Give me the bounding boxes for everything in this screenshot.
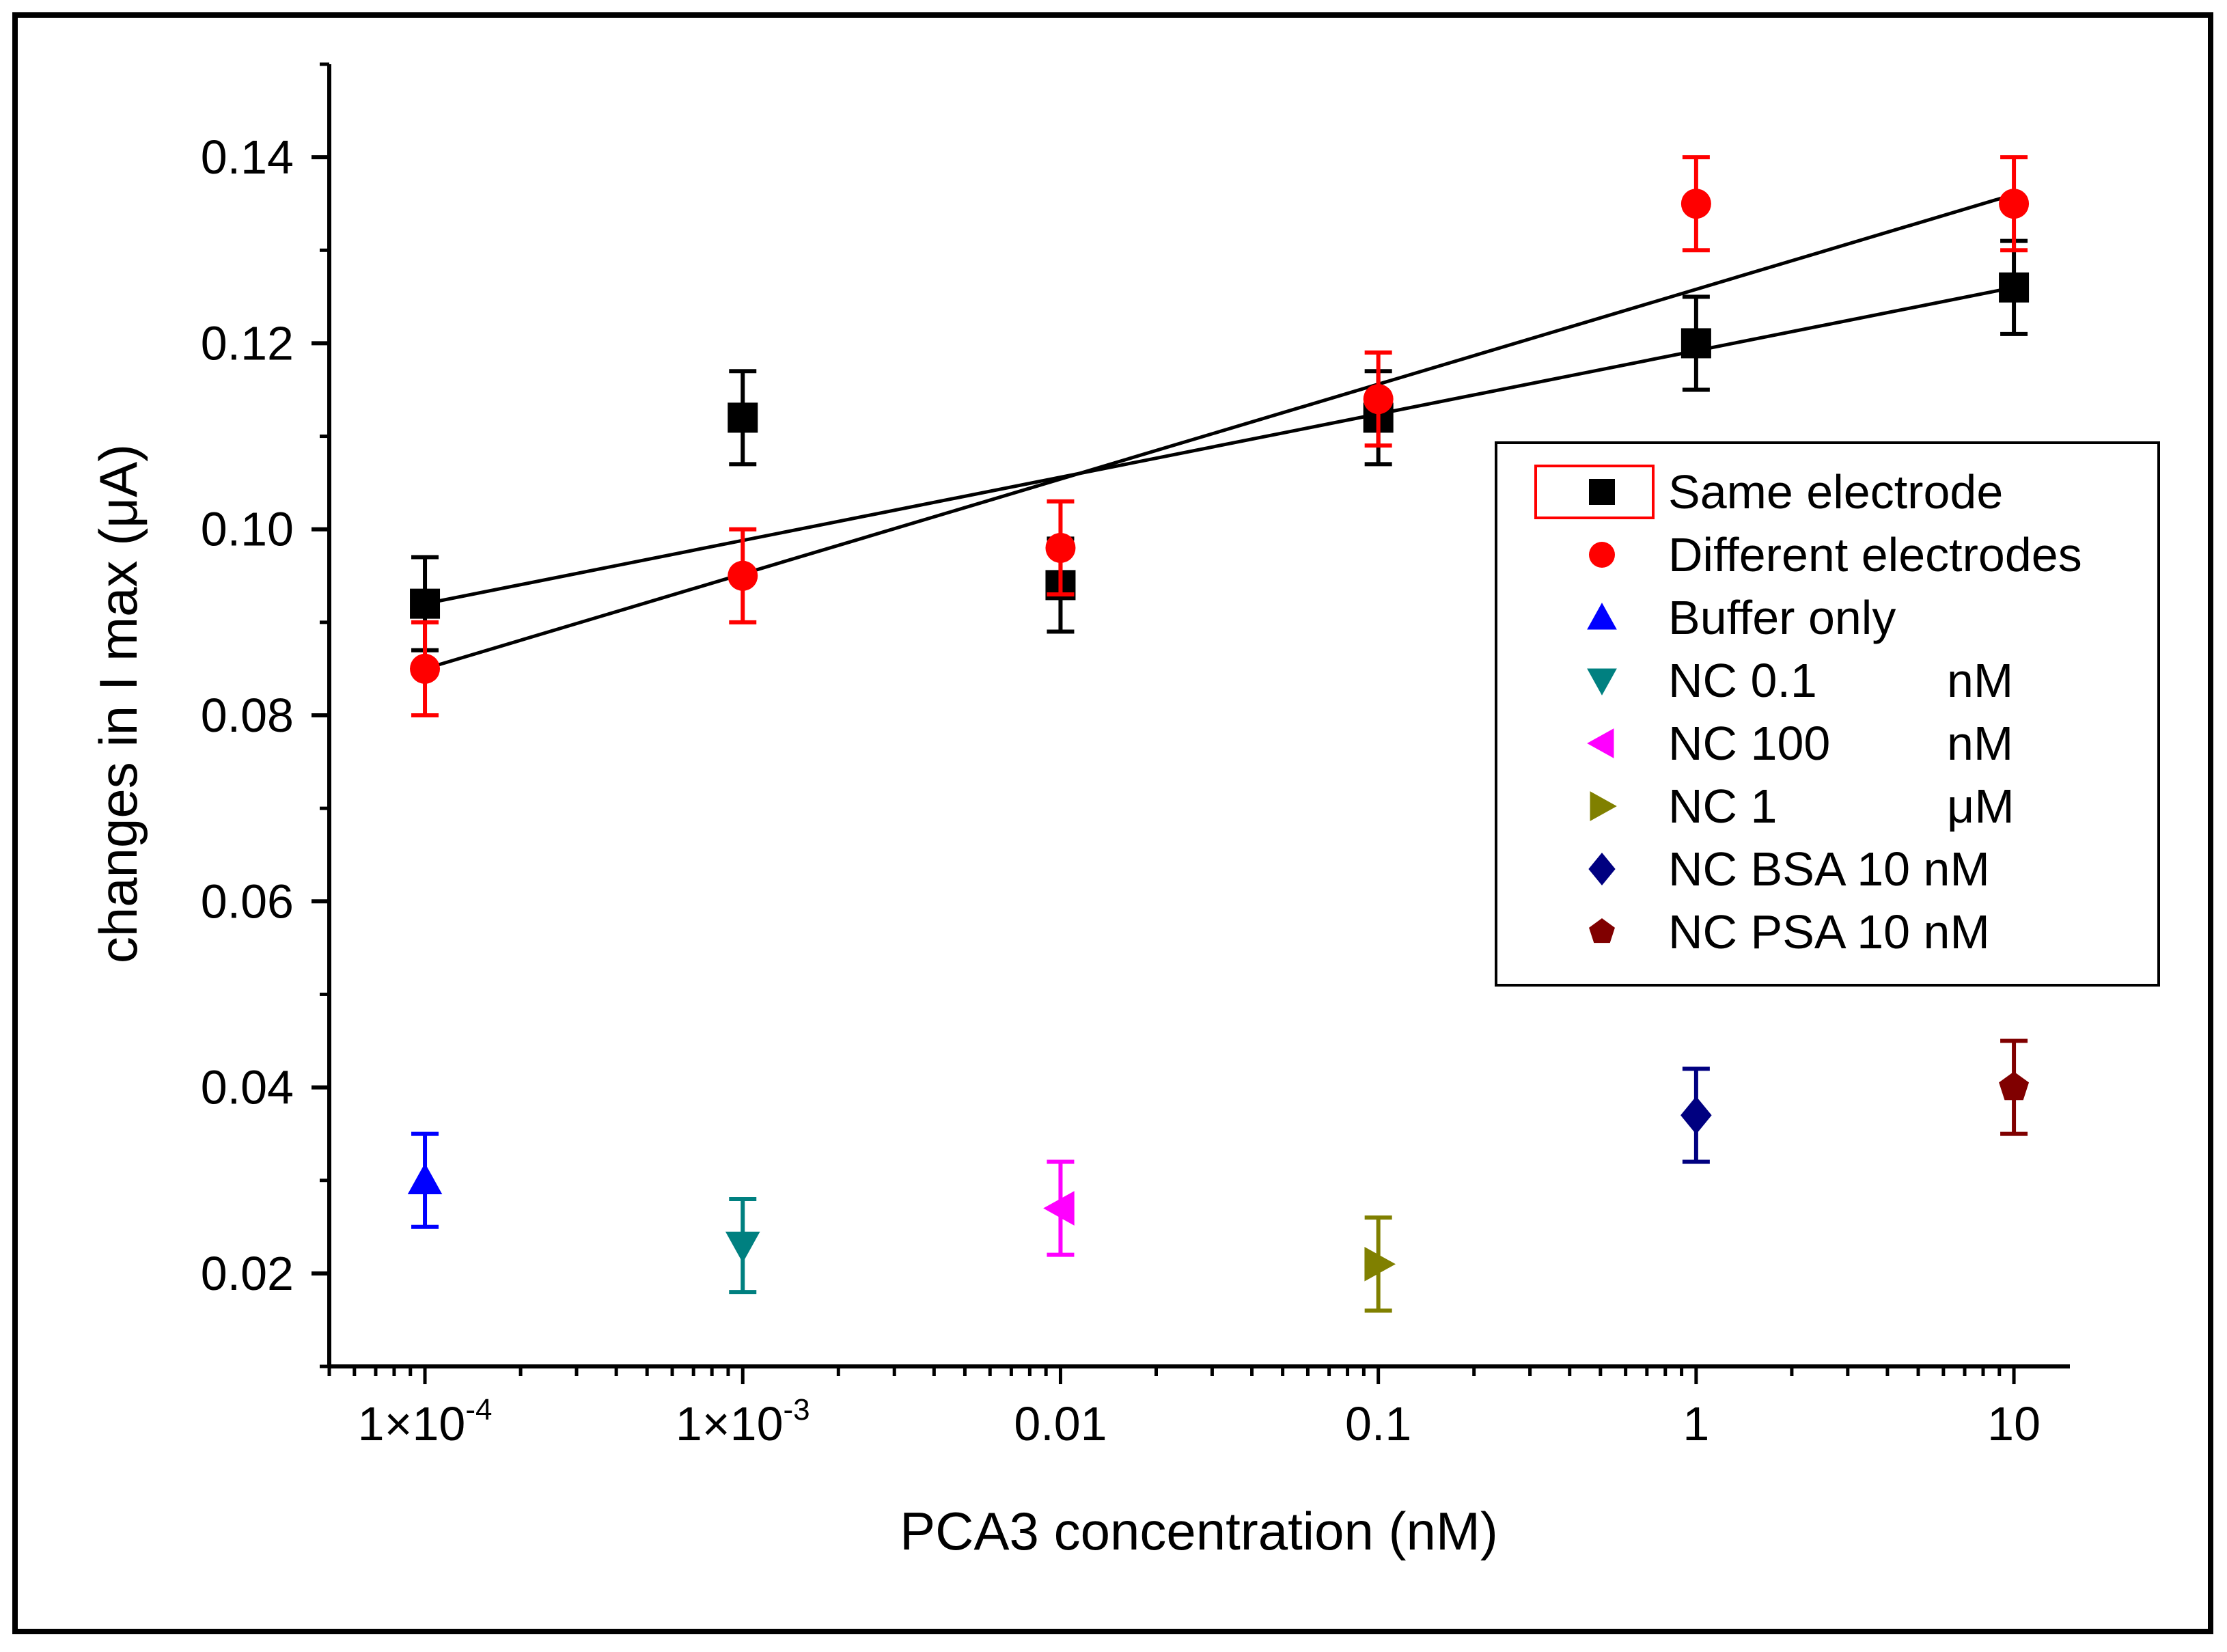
y-tick-label: 0.12 [201,316,294,370]
data-point [1680,328,1711,359]
data-point [1043,1191,1075,1226]
legend-symbol [1587,728,1614,758]
legend-symbol [1588,852,1616,886]
data-point [1999,189,2030,219]
legend: Same electrode Different electrodes Buffer… [1495,441,2160,987]
data-point [410,588,441,619]
data-point [728,402,758,433]
legend-symbol [1587,603,1617,630]
x-tick-label: 1 [1683,1397,1709,1450]
legend-label: NC PSA 10 nM [1668,905,1990,959]
x-tick-base: 10 [1987,1397,2041,1450]
x-tick-base: 1 [1683,1397,1709,1450]
legend-symbol [1589,542,1615,568]
y-ticks: 0.02 0.04 0.06 0.08 0.10 0.12 0.14 [201,62,329,1368]
x-tick-base: 1×10 [358,1397,466,1450]
legend-unit: nM [1947,717,2013,770]
legend-symbol [1589,479,1615,505]
data-point [1999,1071,2030,1101]
legend-symbol [1590,791,1617,821]
legend-label: NC 100 [1668,717,1830,770]
data-point [1680,189,1711,219]
x-tick-label: 0.1 [1345,1397,1411,1450]
y-axis-label: changes in I max (μA) [88,444,148,963]
x-tick-exponent: -3 [784,1393,810,1427]
data-point [1680,1096,1712,1135]
data-points [407,155,2030,1313]
fit-lines [424,193,2015,671]
x-tick-label: 1×10-4 [358,1393,493,1450]
data-point [1045,532,1076,563]
x-tick-exponent: -4 [465,1393,492,1427]
legend-label: NC 1 [1668,780,1777,833]
data-point [728,560,758,591]
data-point [1363,384,1394,415]
legend-label: Buffer only [1668,591,1896,644]
x-tick-base: 0.1 [1345,1397,1411,1450]
y-tick-label: 0.14 [201,130,294,184]
legend-label: Different electrodes [1668,528,2082,581]
x-axis-label: PCA3 concentration (nM) [900,1501,1498,1561]
legend-label: NC 0.1 [1668,654,1817,707]
fit-line [424,286,2015,606]
x-ticks: 1×10-4 1×10-3 0.01 0.1 1 10 [327,1366,2041,1450]
legend-symbol [1587,668,1617,696]
x-tick-base: 1×10 [676,1397,784,1450]
legend-unit: μM [1947,780,2015,833]
data-point [407,1163,443,1194]
legend-label: NC BSA 10 nM [1668,842,1990,896]
x-tick-label: 0.01 [1014,1397,1107,1450]
y-tick-label: 0.06 [201,875,294,928]
legend-label: Same electrode [1668,465,2003,519]
legend-highlight-box [1534,465,1655,519]
data-point [410,653,441,684]
data-point [1364,1246,1396,1282]
fit-line [424,193,2015,671]
legend-unit: nM [1947,654,2013,707]
x-tick-base: 0.01 [1014,1397,1107,1450]
legend-box [1495,441,2160,987]
y-tick-label: 0.08 [201,689,294,742]
legend-symbol [1589,918,1615,944]
data-point [1999,272,2030,303]
y-tick-label: 0.10 [201,503,294,556]
x-tick-label: 1×10-3 [676,1393,810,1450]
y-tick-label: 0.04 [201,1061,294,1114]
data-point [725,1231,760,1263]
y-tick-label: 0.02 [201,1247,294,1300]
x-tick-label: 10 [1987,1397,2041,1450]
